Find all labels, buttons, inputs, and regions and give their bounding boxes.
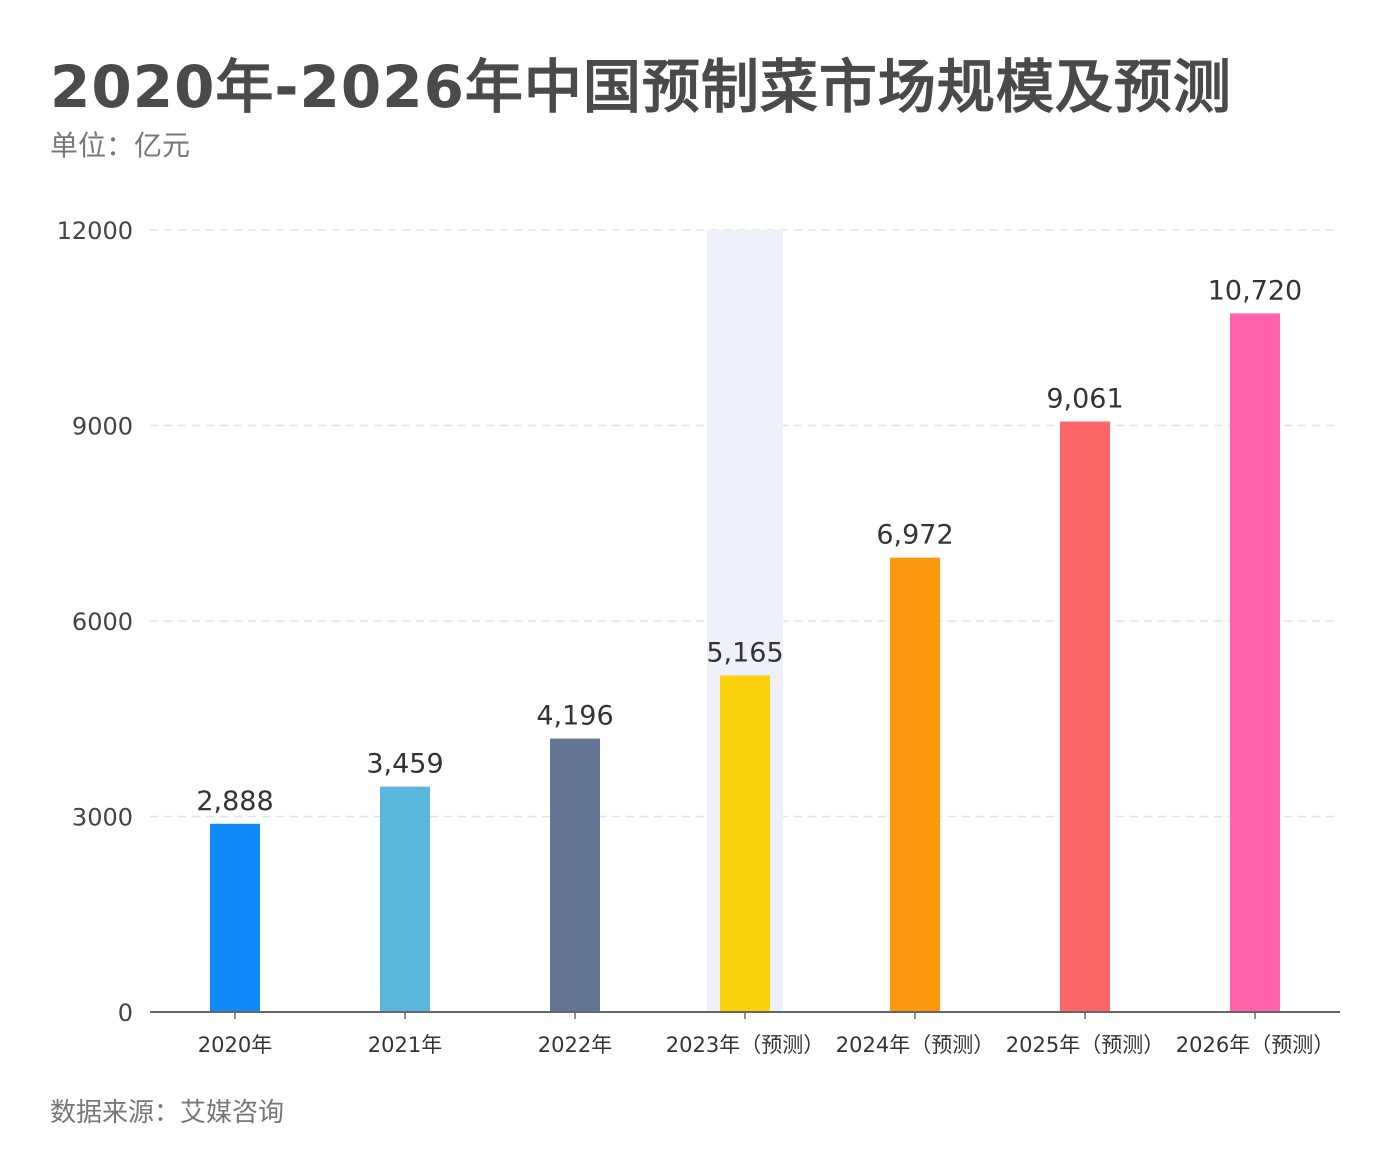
x-tick-label: 2023年（预测）	[666, 1033, 824, 1057]
bar-value-label: 4,196	[536, 701, 613, 732]
bar	[210, 823, 260, 1012]
bar	[1230, 313, 1280, 1012]
x-tick-label: 2021年	[368, 1033, 442, 1057]
y-tick-label: 9000	[72, 413, 133, 441]
bar	[890, 557, 940, 1012]
y-tick-label: 6000	[72, 608, 133, 636]
bar	[550, 738, 600, 1012]
bar-value-label: 2,888	[196, 786, 273, 817]
chart-title: 2020年-2026年中国预制菜市场规模及预测	[50, 53, 1232, 121]
x-tick-label: 2024年（预测）	[836, 1033, 994, 1057]
bar	[380, 786, 430, 1012]
bar	[720, 675, 770, 1012]
axis-layer: 0 3000 6000 9000 12000 2020年 2021年 2022年 2023年（预…	[57, 217, 1340, 1057]
bar-value-label: 5,165	[706, 637, 783, 668]
bar-value-label: 6,972	[876, 520, 953, 551]
x-tick-label: 2025年（预测）	[1006, 1033, 1164, 1057]
x-tick-label: 2026年（预测）	[1176, 1033, 1334, 1057]
y-tick-label: 3000	[72, 804, 133, 832]
x-tick-label: 2020年	[198, 1033, 272, 1057]
unit-label: 单位：亿元	[50, 129, 191, 162]
source-label: 数据来源：艾媒咨询	[50, 1098, 285, 1128]
x-tick-label: 2022年	[538, 1033, 612, 1057]
bar-layer: 2,888 3,459 4,196 5,165 6,972 9,061 10,720	[196, 275, 1302, 1012]
bar-value-label: 3,459	[366, 749, 443, 780]
bar	[1060, 421, 1110, 1012]
y-tick-label: 0	[118, 999, 133, 1027]
bar-value-label: 9,061	[1046, 384, 1123, 415]
y-tick-label: 12000	[57, 217, 133, 245]
bar-value-label: 10,720	[1208, 275, 1302, 306]
